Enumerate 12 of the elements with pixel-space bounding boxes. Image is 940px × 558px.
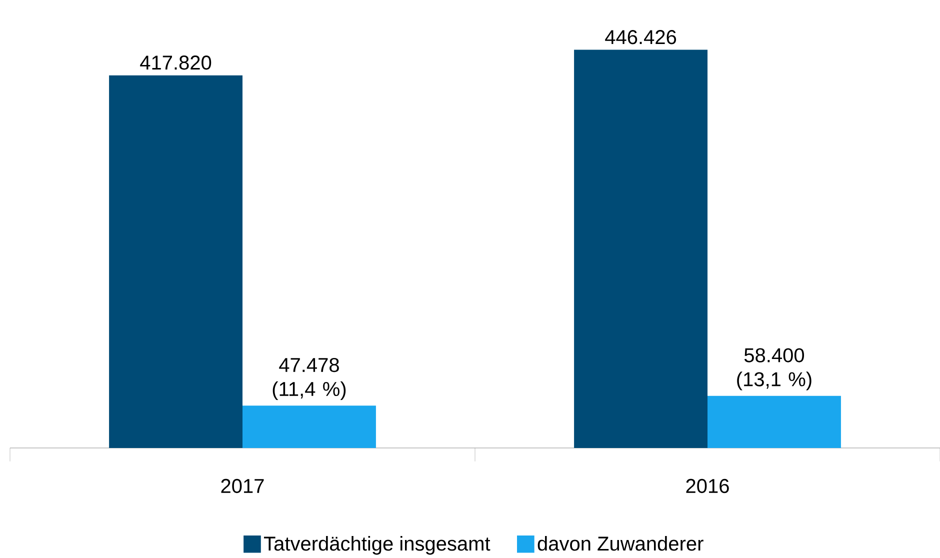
data-label: 417.820 bbox=[140, 56, 212, 70]
data-label: 47.478 (11,4 %) bbox=[272, 358, 346, 400]
bar bbox=[109, 75, 242, 448]
data-label: 58.400 (13,1 %) bbox=[737, 348, 812, 390]
bar bbox=[242, 406, 376, 448]
legend-label: Tatverdächtige insgesamt bbox=[264, 536, 490, 555]
data-label: 446.426 bbox=[605, 30, 676, 44]
bar bbox=[708, 396, 841, 448]
bar bbox=[574, 50, 708, 448]
x-tick-label: 2017 bbox=[221, 478, 264, 494]
legend-label: davon Zuwanderer bbox=[538, 536, 704, 551]
x-tick-label: 2016 bbox=[686, 478, 729, 494]
